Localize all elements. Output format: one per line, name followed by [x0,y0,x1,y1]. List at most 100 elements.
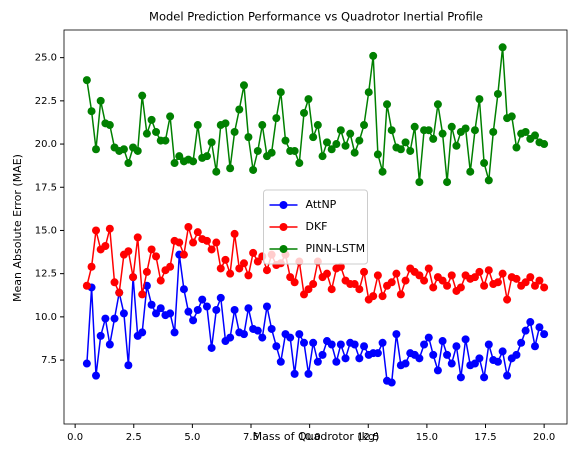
data-point [503,295,512,304]
data-point [262,302,271,311]
data-point [82,359,91,368]
data-point [202,152,211,161]
data-point [512,143,521,152]
data-point [189,238,198,247]
data-point [152,309,161,318]
data-point [235,264,244,273]
data-point [202,302,211,311]
data-point [470,359,479,368]
data-point [484,266,493,275]
data-point [96,331,105,340]
data-point [239,81,248,90]
data-point [456,373,465,382]
data-point [493,89,502,98]
data-point [258,121,267,130]
data-point [304,285,313,294]
data-point [198,295,207,304]
data-point [244,271,253,280]
data-point [530,342,539,351]
data-point [216,293,225,302]
data-point [461,124,470,133]
data-point [512,274,521,283]
data-point [253,146,262,155]
legend: AttNP DKF PINN-LSTM [263,189,368,265]
data-point [193,121,202,130]
data-point [286,333,295,342]
data-point [517,338,526,347]
data-point [443,350,452,359]
data-point [360,121,369,130]
data-point [526,318,535,327]
data-point [433,366,442,375]
data-point [396,290,405,299]
data-point [295,159,304,168]
data-point [360,342,369,351]
legend-marker [279,245,288,253]
data-point [226,333,235,342]
data-point [433,100,442,109]
data-point [207,245,216,254]
data-point [129,273,138,282]
data-point [290,146,299,155]
data-point [530,131,539,140]
data-point [498,43,507,52]
data-point [152,252,161,261]
x-tick-label: 20.0 [533,432,555,443]
data-point [540,330,549,339]
data-point [175,238,184,247]
data-point [378,292,387,301]
data-point [309,338,318,347]
data-point [212,305,221,314]
data-point [360,267,369,276]
data-point [133,146,142,155]
data-point [304,369,313,378]
data-point [193,228,202,237]
data-point [503,371,512,380]
data-point [300,290,309,299]
data-point [493,278,502,287]
data-point [189,157,198,166]
x-tick-label: 0.0 [67,432,83,443]
data-point [82,76,91,85]
data-point [170,159,179,168]
data-point [244,133,253,142]
data-point [424,333,433,342]
data-point [369,292,378,301]
x-tick-label: 15.0 [416,432,438,443]
legend-marker [279,201,288,209]
data-point [470,273,479,282]
data-point [420,276,429,285]
data-point [424,126,433,135]
data-point [101,314,110,323]
data-point [443,178,452,187]
data-point [480,373,489,382]
data-point [82,281,91,290]
y-tick-label: 15.0 [35,225,57,236]
data-point [498,269,507,278]
legend-label: PINN-LSTM [306,242,366,255]
data-point [378,338,387,347]
data-point [313,121,322,130]
y-tick-label: 20.0 [35,139,57,150]
x-tick-label: 7.5 [243,432,259,443]
data-point [318,350,327,359]
data-point [170,328,179,337]
legend-box [263,189,368,265]
data-point [521,278,530,287]
data-point [350,148,359,157]
data-point [156,304,165,313]
data-point [119,145,128,154]
data-point [540,283,549,292]
data-point [290,278,299,287]
data-point [110,314,119,323]
data-point [378,167,387,176]
data-point [484,340,493,349]
data-point [212,238,221,247]
y-tick-label: 10.0 [35,312,57,323]
data-point [350,340,359,349]
data-point [286,273,295,282]
data-point [272,342,281,351]
data-point [350,280,359,289]
data-point [258,333,267,342]
